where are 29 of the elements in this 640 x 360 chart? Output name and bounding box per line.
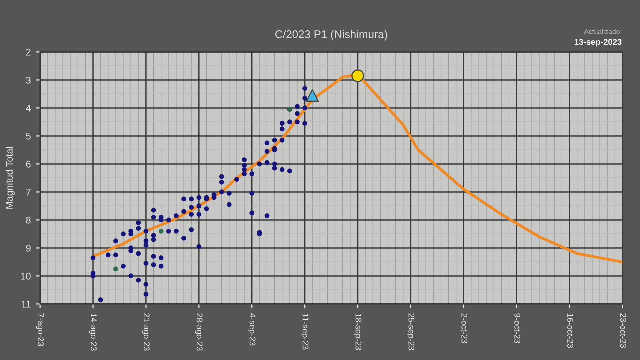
- point: [158, 228, 164, 234]
- y-tick-label: 3: [26, 76, 31, 84]
- x-tick-label: 14-ago-23: [89, 314, 97, 351]
- point: [306, 89, 319, 102]
- point: [352, 70, 364, 82]
- point: [114, 266, 118, 272]
- y-tick-label: 4: [26, 105, 32, 112]
- x-tick-label: 4-sep-23: [248, 313, 256, 346]
- x-tick-label: 11-sep-23: [301, 314, 309, 350]
- x-tick-label: 23-oct-23: [620, 314, 626, 348]
- x-tick-label: 16-oct-23: [568, 314, 574, 348]
- x-tick-label: 7-ago-23: [36, 314, 44, 346]
- x-tick-label: 28-ago-23: [195, 314, 203, 351]
- y-tick-label: 7: [26, 189, 31, 196]
- x-tick-label: 9-oct-23: [514, 314, 520, 344]
- y-tick-label: 5: [26, 133, 31, 140]
- y-tick-label: 10: [21, 272, 31, 280]
- y-axis-title: Magnitud Total: [6, 147, 15, 209]
- x-tick-label: 25-sep-23: [407, 314, 415, 350]
- text: 13-sep-2023: [574, 39, 622, 47]
- x-tick-label: 2-oct-23: [462, 314, 468, 344]
- y-tick-label: 6: [26, 160, 31, 168]
- y-tick-label: 8: [26, 216, 31, 224]
- chart-title: C/2023 P1 (Nishimura): [276, 30, 388, 41]
- x-tick-label: 21-ago-23: [142, 314, 150, 351]
- y-tick-label: 11: [22, 301, 31, 308]
- y-tick-label: 9: [26, 244, 31, 252]
- x-tick-label: 18-sep-23: [354, 314, 362, 350]
- y-tick-label: 2: [26, 48, 31, 56]
